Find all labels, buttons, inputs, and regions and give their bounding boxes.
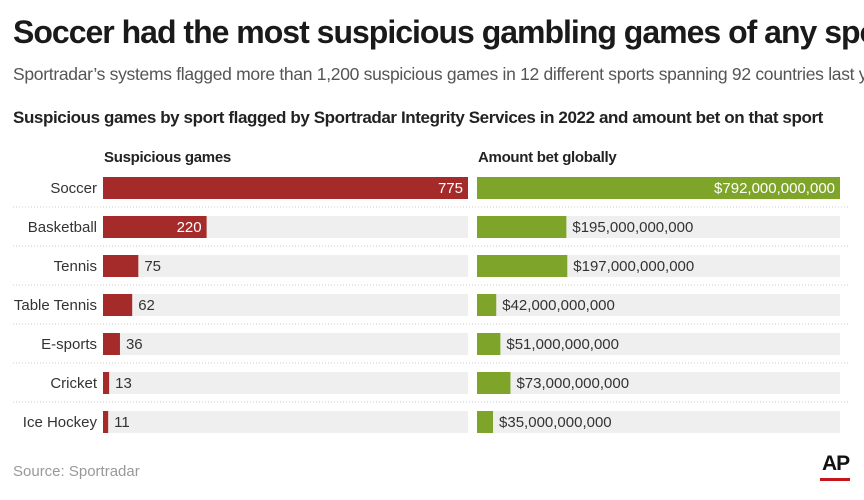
amount-track (477, 255, 840, 277)
category-label: Tennis (54, 258, 97, 275)
games-value-label: 220 (177, 219, 202, 236)
amount-value-label: $73,000,000,000 (516, 375, 629, 392)
games-value-label: 11 (114, 414, 130, 431)
games-track (103, 255, 468, 277)
chart-heading: Suspicious games by sport flagged by Spo… (13, 108, 823, 127)
amount-value-label: $197,000,000,000 (573, 258, 694, 275)
games-track (103, 411, 468, 433)
amount-value-label: $35,000,000,000 (499, 414, 612, 431)
amount-bar (477, 255, 568, 277)
games-value-label: 36 (126, 336, 143, 353)
amount-track (477, 333, 840, 355)
amount-value-label: $195,000,000,000 (572, 219, 693, 236)
amount-track (477, 216, 840, 238)
games-track (103, 294, 468, 316)
games-column-header: Suspicious games (104, 149, 231, 166)
games-value-label: 775 (438, 180, 463, 197)
games-track (103, 372, 468, 394)
games-value-label: 13 (115, 375, 132, 392)
amount-bar (477, 333, 501, 355)
chart-subtitle: Sportradar’s systems flagged more than 1… (13, 64, 864, 84)
category-label: Basketball (28, 219, 97, 236)
games-bar (103, 294, 133, 316)
games-bar (103, 333, 120, 355)
category-label: Ice Hockey (23, 414, 98, 431)
amount-bar (477, 216, 567, 238)
amount-value-label: $792,000,000,000 (714, 180, 835, 197)
amount-column-header: Amount bet globally (478, 149, 617, 166)
amount-track (477, 294, 840, 316)
games-bar (103, 216, 207, 238)
games-value-label: 75 (144, 258, 161, 275)
games-bar (103, 372, 110, 394)
games-value-label: 62 (138, 297, 155, 314)
chart-title: Soccer had the most suspicious gambling … (13, 14, 864, 50)
category-label: Table Tennis (14, 297, 97, 314)
games-bar (103, 411, 109, 433)
ap-logo-underline (820, 478, 850, 481)
games-track (103, 333, 468, 355)
ap-logo-text: AP (822, 452, 850, 475)
amount-value-label: $51,000,000,000 (506, 336, 619, 353)
amount-track (477, 372, 840, 394)
amount-value-label: $42,000,000,000 (502, 297, 615, 314)
amount-bar (477, 177, 840, 199)
category-label: Cricket (50, 375, 98, 392)
source-note: Source: Sportradar (13, 463, 140, 480)
category-label: E-sports (41, 336, 97, 353)
amount-bar (477, 294, 497, 316)
bar-chart: Soccer 775 $792,000,000,000 Basketball 220 $1… (13, 177, 848, 433)
ap-logo: AP (820, 452, 850, 481)
amount-track (477, 411, 840, 433)
category-label: Soccer (50, 180, 97, 197)
amount-bar (477, 372, 511, 394)
amount-bar (477, 411, 494, 433)
games-bar (103, 255, 139, 277)
games-bar (103, 177, 468, 199)
